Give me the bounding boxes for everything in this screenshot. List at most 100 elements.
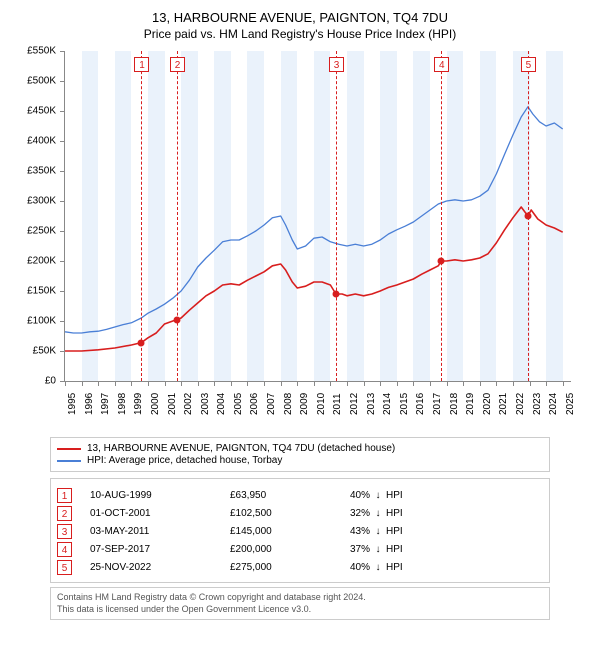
transaction-flag: 3 (329, 57, 344, 72)
txn-hpi-label: HPI (386, 562, 403, 573)
ytick-mark (60, 291, 65, 292)
address-title: 13, HARBOURNE AVENUE, PAIGNTON, TQ4 7DU (10, 10, 590, 25)
xtick-label: 2017 (432, 393, 443, 415)
ytick-label: £400K (16, 136, 56, 147)
txn-price: £275,000 (230, 562, 330, 573)
ytick-label: £350K (16, 166, 56, 177)
xtick-mark (297, 381, 298, 386)
legend-row-paid: 13, HARBOURNE AVENUE, PAIGNTON, TQ4 7DU … (57, 443, 543, 454)
ytick-label: £500K (16, 76, 56, 87)
xtick-label: 2003 (200, 393, 211, 415)
txn-hpi-label: HPI (386, 508, 403, 519)
ytick-mark (60, 321, 65, 322)
xtick-mark (447, 381, 448, 386)
xtick-label: 2006 (249, 393, 260, 415)
txn-date: 07-SEP-2017 (90, 544, 230, 555)
transaction-row: 407-SEP-2017£200,00037%↓HPI (57, 542, 543, 557)
transaction-row: 525-NOV-2022£275,00040%↓HPI (57, 560, 543, 575)
txn-flag: 1 (57, 488, 72, 503)
ytick-label: £250K (16, 226, 56, 237)
ytick-label: £0 (16, 376, 56, 387)
chart-area: 12345 £0£50K£100K£150K£200K£250K£300K£35… (20, 47, 580, 427)
ytick-mark (60, 261, 65, 262)
xtick-mark (480, 381, 481, 386)
txn-date: 10-AUG-1999 (90, 490, 230, 501)
xtick-label: 2008 (283, 393, 294, 415)
series-line (65, 207, 563, 351)
txn-flag: 5 (57, 560, 72, 575)
txn-price: £102,500 (230, 508, 330, 519)
xtick-mark (430, 381, 431, 386)
txn-hpi-label: HPI (386, 526, 403, 537)
plot-region: 12345 (64, 51, 571, 382)
xtick-mark (82, 381, 83, 386)
xtick-mark (165, 381, 166, 386)
xtick-label: 2015 (399, 393, 410, 415)
down-arrow-icon: ↓ (370, 490, 386, 501)
transaction-marker (438, 258, 445, 265)
xtick-mark (131, 381, 132, 386)
xtick-mark (546, 381, 547, 386)
txn-flag: 2 (57, 506, 72, 521)
xtick-label: 1999 (133, 393, 144, 415)
xtick-mark (247, 381, 248, 386)
down-arrow-icon: ↓ (370, 562, 386, 573)
attribution-line-1: Contains HM Land Registry data © Crown c… (57, 592, 543, 604)
txn-hpi-label: HPI (386, 544, 403, 555)
ytick-mark (60, 141, 65, 142)
txn-pct: 40% (330, 490, 370, 501)
transaction-flag: 4 (434, 57, 449, 72)
xtick-mark (231, 381, 232, 386)
xtick-mark (513, 381, 514, 386)
xtick-mark (264, 381, 265, 386)
ytick-mark (60, 201, 65, 202)
legend-row-hpi: HPI: Average price, detached house, Torb… (57, 455, 543, 466)
series-line (65, 107, 563, 333)
transaction-flag: 2 (170, 57, 185, 72)
transaction-marker (138, 339, 145, 346)
xtick-mark (198, 381, 199, 386)
xtick-mark (380, 381, 381, 386)
xtick-mark (347, 381, 348, 386)
xtick-label: 2024 (548, 393, 559, 415)
txn-pct: 40% (330, 562, 370, 573)
legend-box: 13, HARBOURNE AVENUE, PAIGNTON, TQ4 7DU … (50, 437, 550, 472)
xtick-mark (181, 381, 182, 386)
ytick-mark (60, 231, 65, 232)
xtick-label: 2002 (183, 393, 194, 415)
plot-svg (65, 51, 571, 381)
transaction-marker (333, 291, 340, 298)
transaction-flag: 1 (134, 57, 149, 72)
transaction-row: 201-OCT-2001£102,50032%↓HPI (57, 506, 543, 521)
xtick-mark (330, 381, 331, 386)
xtick-label: 2012 (349, 393, 360, 415)
xtick-mark (281, 381, 282, 386)
txn-pct: 32% (330, 508, 370, 519)
txn-date: 01-OCT-2001 (90, 508, 230, 519)
xtick-mark (148, 381, 149, 386)
xtick-label: 2005 (233, 393, 244, 415)
ytick-label: £50K (16, 346, 56, 357)
txn-pct: 37% (330, 544, 370, 555)
xtick-label: 2001 (167, 393, 178, 415)
xtick-label: 2011 (332, 393, 343, 415)
xtick-label: 2022 (515, 393, 526, 415)
xtick-label: 1996 (84, 393, 95, 415)
xtick-mark (364, 381, 365, 386)
chart-subtitle: Price paid vs. HM Land Registry's House … (10, 27, 590, 41)
transactions-table: 110-AUG-1999£63,95040%↓HPI201-OCT-2001£1… (50, 478, 550, 583)
xtick-label: 2004 (216, 393, 227, 415)
chart-titles: 13, HARBOURNE AVENUE, PAIGNTON, TQ4 7DU … (10, 10, 590, 41)
ytick-label: £150K (16, 286, 56, 297)
xtick-label: 1997 (100, 393, 111, 415)
txn-flag: 4 (57, 542, 72, 557)
txn-price: £63,950 (230, 490, 330, 501)
attribution-box: Contains HM Land Registry data © Crown c… (50, 587, 550, 620)
transaction-marker (173, 316, 180, 323)
ytick-label: £100K (16, 316, 56, 327)
xtick-label: 1995 (67, 393, 78, 415)
xtick-mark (496, 381, 497, 386)
xtick-label: 2018 (449, 393, 460, 415)
ytick-mark (60, 81, 65, 82)
txn-hpi-label: HPI (386, 490, 403, 501)
